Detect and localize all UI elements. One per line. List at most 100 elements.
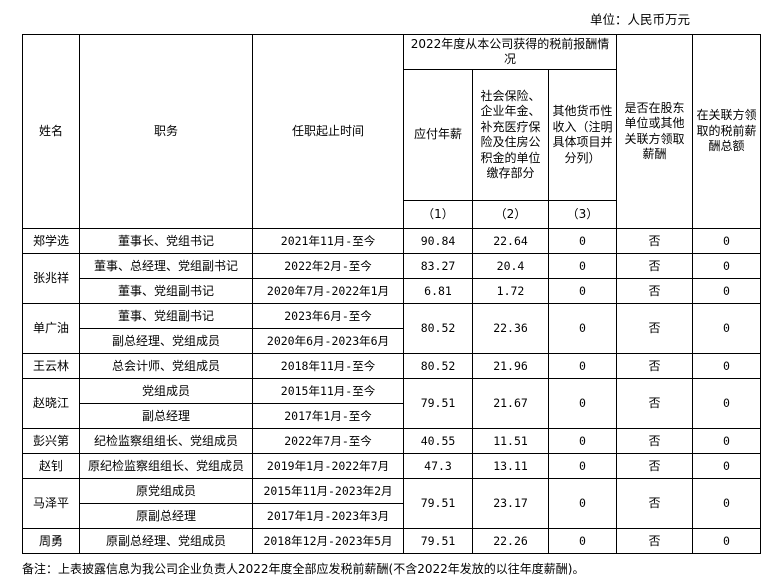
table-row: 王云林 总会计师、党组成员 2018年11月-至今 80.52 21.96 0 否 0 [22,353,761,379]
position-cell: 副总经理、党组成员 [79,328,253,354]
header-related-total: 在关联方领取的税前薪酬总额 [692,34,761,229]
other-cell: 0 [548,228,617,254]
related-cell: 否 [616,478,693,529]
table-row: 赵钊 原纪检监察组组长、党组成员 2019年1月-2022年7月 47.3 13.11 0… [22,453,761,479]
social-cell: 21.96 [472,353,549,379]
social-cell: 21.67 [472,378,549,429]
social-cell: 22.36 [472,303,549,354]
related-total-cell: 0 [692,528,761,554]
other-cell: 0 [548,278,617,304]
term-cell: 2015年11月-至今 [252,378,404,404]
compensation-table: 姓名 职务 任职起止时间 2022年度从本公司获得的税前报酬情况 是否在股东单位… [22,34,761,554]
header-index-2: （2） [472,200,549,229]
person-name: 郑学选 [22,228,80,254]
pay-cell: 79.51 [403,528,473,554]
header-index-3: （3） [548,200,617,229]
position-cell: 原副总经理、党组成员 [79,528,253,554]
social-cell: 23.17 [472,478,549,529]
term-cell: 2018年12月-2023年5月 [252,528,404,554]
related-cell: 否 [616,228,693,254]
unit-label: 单位：人民币万元 [590,12,691,27]
social-cell: 22.64 [472,228,549,254]
term-cell: 2017年1月-至今 [252,403,404,429]
person-name: 周勇 [22,528,80,554]
person-name: 赵晓江 [22,378,80,429]
related-total-cell: 0 [692,228,761,254]
related-total-cell: 0 [692,378,761,429]
related-total-cell: 0 [692,353,761,379]
table-row: 副总经理 2017年1月-至今 [23,403,761,429]
table-row: 赵晓江 党组成员 2015年11月-至今 79.51 21.67 0 否 0 [22,378,761,429]
related-cell: 否 [616,378,693,429]
header-other: 其他货币性收入（注明具体项目并分列） [548,69,617,201]
other-cell: 0 [548,253,617,279]
pay-cell: 83.27 [403,253,473,279]
social-cell: 11.51 [472,428,549,454]
related-total-cell: 0 [692,278,761,304]
position-cell: 党组成员 [79,378,253,404]
other-cell: 0 [548,303,617,354]
position-cell: 董事、党组副书记 [79,303,253,329]
pay-cell: 90.84 [403,228,473,254]
header-pay: 应付年薪 [403,69,473,201]
table-row: 董事、党组副书记 2020年7月-2022年1月 6.81 1.72 0 否 0 [23,278,761,304]
term-cell: 2022年7月-至今 [252,428,404,454]
position-cell: 董事长、党组书记 [79,228,253,254]
related-cell: 否 [616,303,693,354]
position-cell: 副总经理 [79,403,253,429]
table-row: 单广油 董事、党组副书记 2023年6月-至今 80.52 22.36 0 否 0 [22,303,761,354]
header-name: 姓名 [22,34,80,229]
term-cell: 2018年11月-至今 [252,353,404,379]
social-cell: 20.4 [472,253,549,279]
related-cell: 否 [616,353,693,379]
related-cell: 否 [616,253,693,279]
term-cell: 2023年6月-至今 [252,303,404,329]
related-total-cell: 0 [692,303,761,354]
related-cell: 否 [616,428,693,454]
header-position: 职务 [79,34,253,229]
position-cell: 董事、党组副书记 [79,278,253,304]
header-social: 社会保险、企业年金、补充医疗保险及住房公积金的单位缴存部分 [472,69,549,201]
social-cell: 13.11 [472,453,549,479]
related-cell: 否 [616,453,693,479]
social-cell: 22.26 [472,528,549,554]
person-name: 赵钊 [22,453,80,479]
position-cell: 原纪检监察组组长、党组成员 [79,453,253,479]
pay-cell: 6.81 [403,278,473,304]
header-index-1: （1） [403,200,473,229]
position-cell: 原副总经理 [79,503,253,529]
person-name: 王云林 [22,353,80,379]
footnote: 备注：上表披露信息为我公司企业负责人2022年度全部应发税前薪酬(不含2022年… [22,562,585,576]
person-name: 单广油 [22,303,80,354]
other-cell: 0 [548,353,617,379]
table-row: 原副总经理 2017年1月-2023年3月 [23,503,761,529]
table-row: 副总经理、党组成员 2020年6月-2023年6月 [23,328,761,354]
related-total-cell: 0 [692,428,761,454]
position-cell: 原党组成员 [79,478,253,504]
other-cell: 0 [548,478,617,529]
table-row: 马泽平 原党组成员 2015年11月-2023年2月 79.51 23.17 0 否 0 [22,478,761,529]
position-cell: 总会计师、党组成员 [79,353,253,379]
pay-cell: 79.51 [403,378,473,429]
other-cell: 0 [548,453,617,479]
table-body: 郑学选 董事长、党组书记 2021年11月-至今 90.84 22.64 0 否 0 张兆祥 董事… [22,228,761,554]
term-cell: 2017年1月-2023年3月 [252,503,404,529]
table-row: 郑学选 董事长、党组书记 2021年11月-至今 90.84 22.64 0 否 0 [22,228,761,254]
header-related: 是否在股东单位或其他关联方领取薪酬 [616,34,693,229]
term-cell: 2022年2月-至今 [252,253,404,279]
pay-cell: 79.51 [403,478,473,529]
person-name: 张兆祥 [22,253,80,304]
related-cell: 否 [616,278,693,304]
term-cell: 2020年6月-2023年6月 [252,328,404,354]
term-cell: 2021年11月-至今 [252,228,404,254]
person-name: 马泽平 [22,478,80,529]
table-row: 张兆祥 董事、总经理、党组副书记 2022年2月-至今 83.27 20.4 0 否 0 [22,253,761,304]
pay-cell: 80.52 [403,353,473,379]
term-cell: 2015年11月-2023年2月 [252,478,404,504]
term-cell: 2019年1月-2022年7月 [252,453,404,479]
other-cell: 0 [548,378,617,429]
other-cell: 0 [548,428,617,454]
header-term: 任职起止时间 [252,34,404,229]
related-total-cell: 0 [692,453,761,479]
other-cell: 0 [548,528,617,554]
